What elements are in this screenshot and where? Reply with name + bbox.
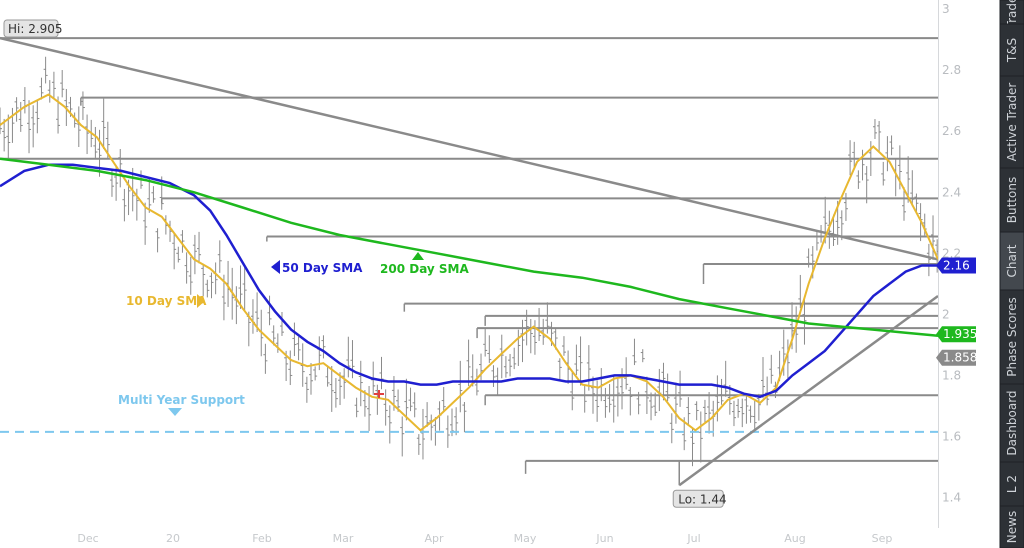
side-tab-label: Phase Scores (1005, 297, 1019, 377)
side-tab-buttons[interactable]: Buttons (999, 167, 1024, 233)
badge-last-box (936, 349, 976, 366)
badge-last-group: 1.858 (936, 349, 977, 366)
y-tick-label: 2.4 (942, 185, 961, 199)
trendline (0, 36, 939, 261)
y-axis: 3 2.8 2.6 2.4 2.2 2 1.8 1.6 1.4 2.16 1.935 1.858 (936, 0, 1000, 548)
side-tab-active-trader[interactable]: Active Trader (999, 75, 1024, 169)
sma10-label: 10 Day SMA (126, 294, 207, 308)
badge-sma200-group: 1.935 (936, 326, 977, 343)
badge-sma50-group: 2.16 (936, 257, 976, 274)
y-tick-label: 1.6 (942, 429, 961, 443)
side-tab-trade[interactable]: Trade (999, 0, 1024, 29)
y-tick-label: 1.8 (942, 368, 961, 382)
sma10-line (0, 93, 939, 432)
x-tick-label: Dec (77, 532, 98, 545)
hi-label: Hi: 2.905 (8, 22, 63, 36)
support-arrow-icon (168, 408, 182, 416)
x-tick-label: Aug (784, 532, 805, 545)
lo-label: Lo: 1.44 (678, 492, 726, 506)
side-tab-chart[interactable]: Chart (999, 231, 1024, 291)
x-tick-label: Jun (595, 532, 613, 545)
hi-label-box (3, 19, 59, 38)
y-tick-label: 2.8 (942, 63, 961, 77)
side-tab-label: Chart (1005, 244, 1019, 277)
side-tab-bg[interactable] (999, 0, 1024, 25)
side-tab-label: News (1005, 511, 1019, 543)
sma50-line (0, 163, 938, 399)
trendline (678, 295, 939, 487)
x-tick-label: Sep (872, 532, 893, 545)
x-tick-label: May (514, 532, 537, 545)
x-tick-label: Jul (686, 532, 700, 545)
sma50-arrow-icon (271, 260, 280, 274)
y-tick-label: 2 (942, 307, 950, 321)
lo-label-box (672, 489, 724, 508)
side-tab-l-2[interactable]: L 2 (999, 461, 1024, 507)
x-axis: Dec 20 Feb Mar Apr May Jun Jul Aug Sep (0, 528, 938, 548)
support-label: Multi Year Support (118, 393, 245, 407)
y-tick-label: 2.2 (942, 246, 961, 260)
side-tab-dashboard[interactable]: Dashboard (999, 383, 1024, 463)
x-tick-label: Feb (252, 532, 271, 545)
side-tab-label: Dashboard (1005, 390, 1019, 455)
x-tick-label: Mar (333, 532, 354, 545)
side-tab-bg[interactable] (999, 289, 1024, 385)
y-axis-panel (938, 0, 1000, 548)
x-axis-panel (0, 528, 938, 548)
x-tick-label: Apr (424, 532, 444, 545)
side-tab-news[interactable]: News (999, 505, 1024, 548)
side-tab-label: Active Trader (1005, 83, 1019, 162)
side-tab-t-s[interactable]: T&S (999, 23, 1024, 77)
y-tick-label: 2.6 (942, 124, 961, 138)
badge-last: 1.858 (943, 351, 977, 365)
y-tick-label: 3 (942, 2, 950, 16)
side-tab-phase-scores[interactable]: Phase Scores (999, 289, 1024, 385)
side-tab-label: Trade (1005, 0, 1019, 29)
badge-sma50-box (936, 257, 976, 274)
badge-sma200-box (936, 326, 976, 343)
badge-sma50: 2.16 (943, 259, 970, 273)
side-tab-bg[interactable] (999, 505, 1024, 548)
plot-area: Hi: 2.905 Lo: 1.44 50 Day SMA 200 Day SMA 10… (0, 19, 940, 508)
badge-sma200: 1.935 (943, 327, 977, 341)
side-tab-bg[interactable] (999, 383, 1024, 463)
x-tick-label: 20 (166, 532, 180, 545)
side-tab-label: Buttons (1005, 177, 1019, 223)
side-tab-label: T&S (1005, 38, 1019, 63)
side-tab-bar: Trade T&S Active Trader Buttons Chart Phase S… (999, 0, 1024, 548)
side-tab-bg[interactable] (999, 461, 1024, 507)
y-tick-label: 1.4 (942, 490, 961, 504)
sma200-label: 200 Day SMA (380, 262, 470, 276)
sma10-arrow-icon (197, 294, 205, 308)
sma50-label: 50 Day SMA (282, 261, 363, 275)
side-tab-bg[interactable] (999, 167, 1024, 233)
sma200-line (0, 157, 939, 337)
side-tab-label: L 2 (1005, 475, 1019, 493)
sma200-arrow-icon (412, 252, 424, 260)
